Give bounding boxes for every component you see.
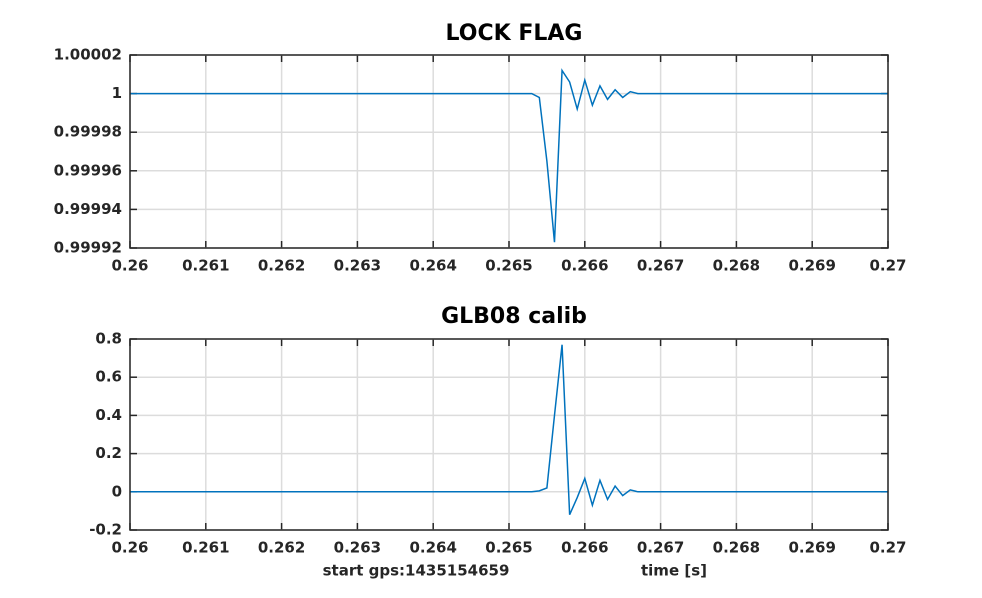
x-tick-label: 0.261: [182, 257, 229, 275]
y-tick-label: 0: [112, 482, 122, 500]
y-tick-label: 0.99992: [54, 239, 122, 257]
y-tick-label: 0.99996: [54, 161, 122, 179]
x-tick-label: 0.27: [869, 257, 906, 275]
data-line: [130, 344, 888, 516]
x-tick-label: 0.261: [182, 539, 229, 557]
y-tick-label: 0.6: [95, 368, 122, 386]
y-tick-label: 1.00002: [54, 46, 122, 64]
x-tick-label: 0.26: [111, 539, 148, 557]
x-tick-label: 0.263: [334, 539, 381, 557]
x-tick-label: 0.262: [258, 539, 305, 557]
chart-title: LOCK FLAG: [446, 21, 583, 46]
x-tick-label: 0.266: [561, 257, 608, 275]
x-axis-label: time [s]: [641, 562, 707, 580]
y-tick-label: -0.2: [89, 521, 122, 539]
x-tick-label: 0.268: [713, 257, 760, 275]
y-tick-label: 0.99998: [54, 123, 122, 141]
annotation: start gps:1435154659: [323, 562, 510, 580]
x-tick-label: 0.268: [713, 539, 760, 557]
x-tick-label: 0.262: [258, 257, 305, 275]
x-tick-label: 0.265: [485, 257, 532, 275]
axes-box: [129, 54, 889, 249]
x-tick-label: 0.26: [111, 257, 148, 275]
y-tick-label: 0.8: [95, 330, 122, 348]
y-tick-label: 1: [112, 84, 122, 102]
x-tick-label: 0.267: [637, 257, 684, 275]
x-tick-label: 0.265: [485, 539, 532, 557]
x-tick-label: 0.269: [788, 257, 835, 275]
y-tick-label: 0.99994: [54, 200, 122, 218]
x-tick-label: 0.27: [869, 539, 906, 557]
x-tick-label: 0.264: [409, 539, 456, 557]
y-tick-label: 0.2: [95, 444, 122, 462]
x-tick-label: 0.267: [637, 539, 684, 557]
x-tick-label: 0.264: [409, 257, 456, 275]
x-tick-label: 0.263: [334, 257, 381, 275]
y-tick-label: 0.4: [95, 406, 122, 424]
data-line: [130, 68, 888, 243]
axes-box: [129, 338, 889, 531]
x-tick-label: 0.269: [788, 539, 835, 557]
chart-title: GLB08 calib: [441, 304, 587, 329]
x-tick-label: 0.266: [561, 539, 608, 557]
